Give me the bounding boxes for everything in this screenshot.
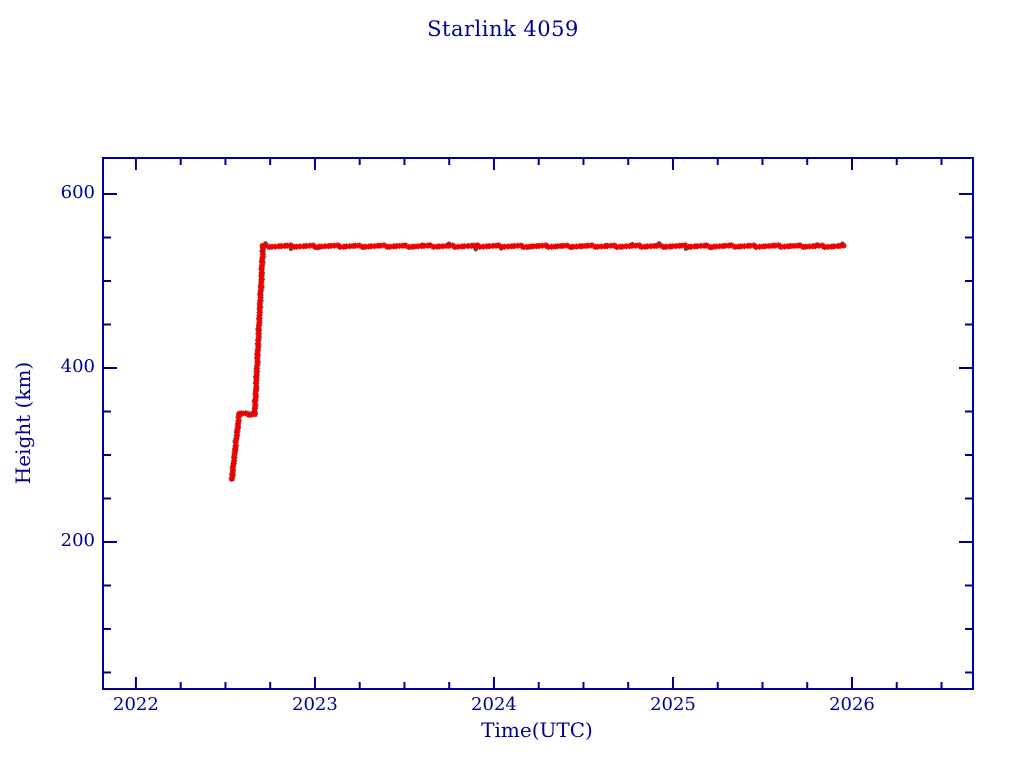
series-outlier-specks: [252, 241, 845, 415]
x-tick-label: 2026: [829, 694, 875, 715]
y-tick-label: 400: [60, 355, 95, 377]
x-tick-label: 2024: [471, 694, 517, 715]
chart-title: Starlink 4059: [427, 17, 579, 41]
x-tick-label: 2025: [650, 694, 696, 715]
y-tick-label: 200: [60, 529, 95, 551]
x-axis-label: Time(UTC): [481, 718, 593, 742]
series-observed-height: [228, 242, 847, 482]
plot-frame: [102, 157, 974, 690]
x-tick-label: 2022: [113, 694, 159, 715]
y-tick-label: 600: [60, 182, 95, 203]
x-tick-label: 2023: [292, 694, 338, 715]
